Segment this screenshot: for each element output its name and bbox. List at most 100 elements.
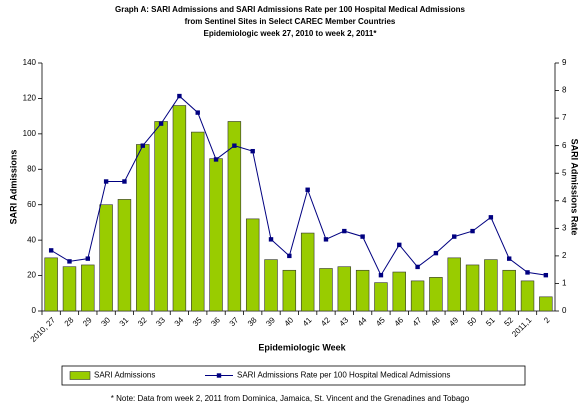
bar xyxy=(227,121,242,312)
bar xyxy=(319,268,333,312)
y-tick-label: 80 xyxy=(27,164,36,173)
legend-swatch xyxy=(69,371,91,380)
bar xyxy=(154,121,168,312)
bar xyxy=(136,144,150,312)
x-tick-label: 48 xyxy=(429,315,442,328)
chart-title: Epidemiologic week 27, 2010 to week 2, 2… xyxy=(204,29,378,38)
bar xyxy=(539,296,553,312)
y-tick-label: 20 xyxy=(27,271,36,280)
x-tick-label: 30 xyxy=(99,315,112,328)
marker xyxy=(342,228,347,234)
marker xyxy=(543,272,549,278)
marker xyxy=(452,234,457,239)
x-tick-label: 33 xyxy=(154,315,167,328)
marker xyxy=(397,242,402,248)
y2-tick-label: 6 xyxy=(562,141,567,150)
note: * Note: Data from week 2, 2011 from Domi… xyxy=(111,394,470,403)
x-tick-label: 47 xyxy=(411,315,424,328)
x-tick-label: 51 xyxy=(484,315,497,328)
bar xyxy=(502,269,516,312)
x-tick-label: 44 xyxy=(356,315,369,328)
y2-tick-label: 8 xyxy=(562,86,567,95)
marker xyxy=(122,179,127,184)
y2-tick-label: 4 xyxy=(562,196,567,205)
x-tick-label: 35 xyxy=(191,315,204,328)
y-tick-label: 40 xyxy=(27,235,36,244)
bar xyxy=(337,266,352,312)
bar xyxy=(172,105,187,312)
marker xyxy=(48,248,54,253)
x-tick-label: 52 xyxy=(502,315,515,328)
x-tick-label: 32 xyxy=(136,315,149,328)
marker xyxy=(378,272,384,278)
marker xyxy=(140,143,145,148)
bar xyxy=(209,158,223,312)
x-tick-label: 2 xyxy=(542,315,552,325)
marker xyxy=(488,215,494,220)
legend-label: SARI Admissions xyxy=(94,371,155,380)
marker xyxy=(232,143,237,148)
marker xyxy=(250,148,255,154)
y-tick-label: 0 xyxy=(32,306,37,315)
bar xyxy=(245,218,260,312)
bar xyxy=(447,257,461,312)
x-tick-label: 38 xyxy=(246,315,259,328)
bar xyxy=(62,266,77,312)
bar xyxy=(465,264,480,312)
x-tick-label: 37 xyxy=(228,315,241,328)
marker xyxy=(415,264,420,270)
marker xyxy=(287,253,292,259)
marker xyxy=(305,187,310,192)
y-tick-label: 100 xyxy=(23,129,37,138)
x-tick-label: 45 xyxy=(374,315,387,328)
y2-axis-label: SARI Admissions Rate xyxy=(570,139,580,236)
y-tick-label: 60 xyxy=(27,200,36,209)
bar xyxy=(282,269,297,312)
bar xyxy=(44,257,58,312)
marker xyxy=(506,256,512,261)
x-tick-label: 40 xyxy=(283,315,296,328)
y-tick-label: 140 xyxy=(23,58,37,67)
legend-box xyxy=(61,365,526,386)
bar xyxy=(410,280,425,312)
marker xyxy=(195,110,200,115)
x-tick-label: 46 xyxy=(393,315,406,328)
x-tick-label: 41 xyxy=(301,315,314,328)
y-axis-label: SARI Admissions xyxy=(8,150,18,225)
bar xyxy=(429,277,443,312)
marker xyxy=(360,234,365,239)
x-tick-label: 34 xyxy=(173,315,186,328)
bar xyxy=(264,259,278,312)
legend-label: SARI Admissions Rate per 100 Hospital Me… xyxy=(237,371,450,380)
marker xyxy=(67,259,72,264)
x-tick-label: 49 xyxy=(447,315,460,328)
x-tick-label: 42 xyxy=(319,315,332,328)
chart-title: Graph A: SARI Admissions and SARI Admiss… xyxy=(115,5,466,14)
bar xyxy=(191,131,205,312)
bar xyxy=(392,271,406,312)
y2-tick-label: 1 xyxy=(562,279,567,288)
chart-title: from Sentinel Sites in Select CAREC Memb… xyxy=(185,17,396,26)
marker xyxy=(213,157,219,162)
x-tick-label: 2010, 27 xyxy=(29,315,58,344)
x-tick-label: 29 xyxy=(81,315,94,328)
marker xyxy=(268,237,274,242)
legend-swatch xyxy=(216,373,222,378)
y2-tick-label: 9 xyxy=(562,58,567,67)
x-axis-label: Epidemiologic Week xyxy=(258,342,346,352)
y2-tick-label: 7 xyxy=(562,113,567,122)
y2-tick-label: 3 xyxy=(562,223,567,232)
marker xyxy=(103,179,109,184)
x-tick-label: 39 xyxy=(264,315,277,328)
marker xyxy=(323,237,329,242)
x-tick-label: 31 xyxy=(118,315,131,328)
marker xyxy=(85,256,91,261)
bar xyxy=(374,282,388,312)
x-tick-label: 2011,1 xyxy=(510,315,534,339)
bar xyxy=(300,232,315,312)
y2-tick-label: 0 xyxy=(562,306,567,315)
bar xyxy=(99,204,113,312)
x-tick-label: 50 xyxy=(466,315,479,328)
